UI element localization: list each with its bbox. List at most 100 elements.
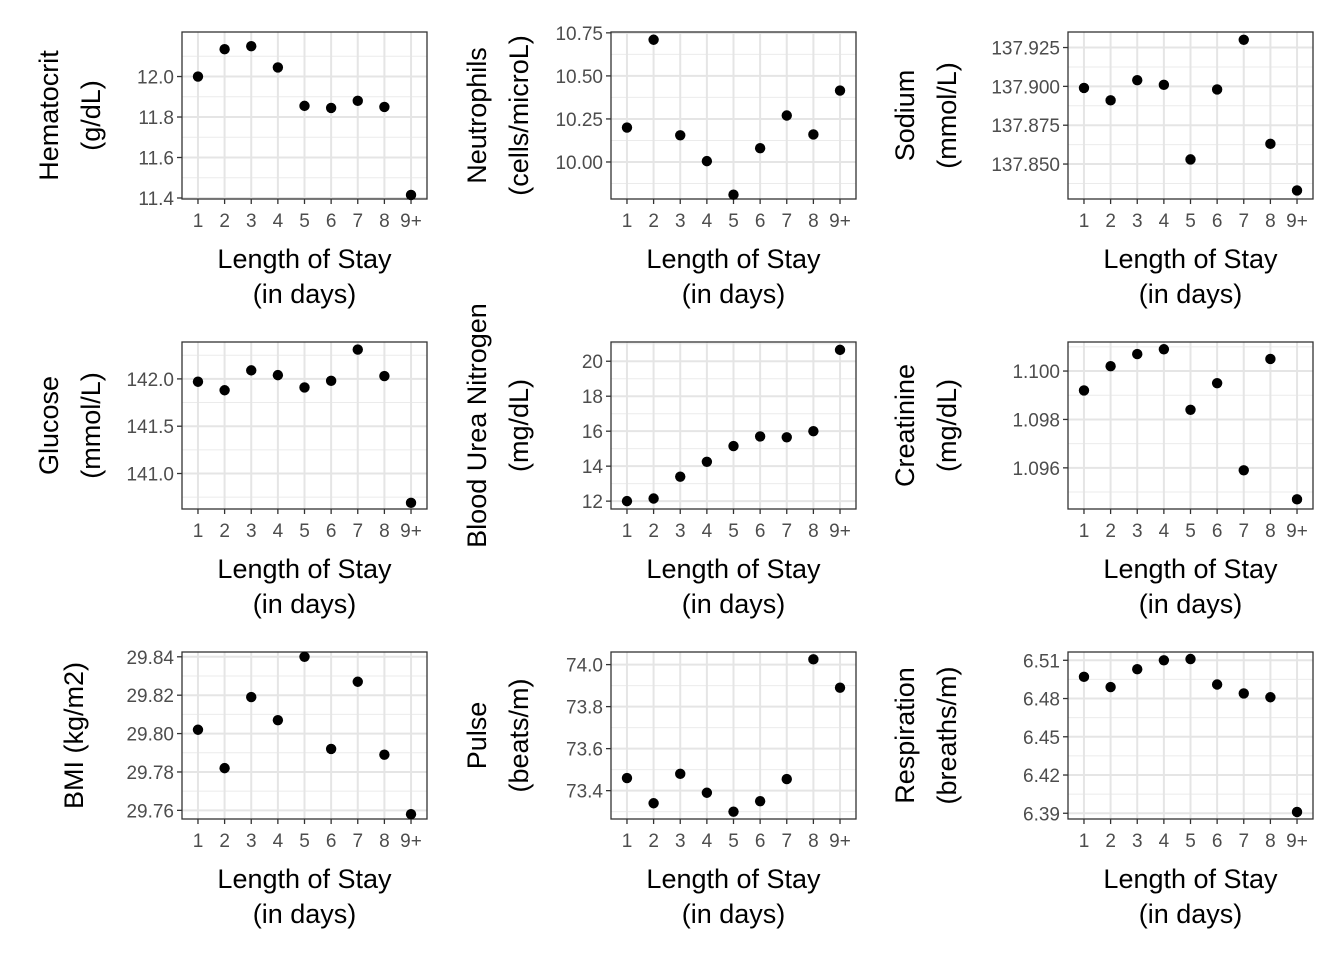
x-axis-title: Length of Stay	[1103, 864, 1278, 894]
data-point	[1291, 494, 1303, 505]
y-tick-label: 10.25	[555, 110, 603, 131]
y-tick-label: 73.8	[566, 698, 603, 719]
data-point	[675, 130, 686, 141]
x-tick-label: 6	[326, 211, 337, 232]
x-tick-label: 3	[246, 211, 257, 232]
y-tick-label: 29.80	[126, 725, 174, 746]
data-point	[1211, 84, 1223, 95]
x-tick-label: 8	[379, 211, 390, 232]
data-point	[299, 382, 310, 393]
y-tick-label: 73.4	[566, 782, 603, 803]
data-point	[1265, 138, 1276, 150]
data-point	[1078, 671, 1090, 683]
y-tick-label: 29.84	[126, 648, 174, 669]
data-point	[621, 495, 633, 507]
data-point	[808, 129, 819, 140]
data-point	[246, 691, 257, 703]
y-axis-title: Blood Urea Nitrogen	[462, 303, 492, 548]
data-point	[1185, 404, 1196, 415]
data-point	[621, 122, 633, 133]
data-point	[701, 155, 713, 167]
x-tick-label: 9+	[829, 831, 851, 852]
data-point	[834, 85, 846, 96]
x-tick-label: 2	[648, 831, 659, 852]
y-tick-label: 20	[582, 352, 603, 373]
x-tick-label: 4	[273, 211, 284, 232]
x-tick-label: 8	[1265, 521, 1276, 542]
x-tick-label: 9+	[829, 521, 851, 542]
data-point	[1105, 95, 1116, 106]
data-point	[648, 798, 659, 809]
chart-panel: 1.096 1.098 1.100 1 2 3 4 5 6 7 8 9+ Length of Stay (…	[890, 341, 1314, 619]
x-tick-label: 8	[379, 521, 390, 542]
x-tick-label: 9+	[400, 211, 422, 232]
x-tick-label: 7	[1238, 831, 1249, 852]
data-point	[272, 62, 284, 73]
x-tick-label: 8	[1265, 831, 1276, 852]
data-point	[219, 762, 230, 774]
chart-panel: 10.00 10.25 10.50 10.75 1 2 3 4 5 6 7 8 9+ Length of …	[462, 24, 857, 309]
y-tick-label: 6.45	[1023, 728, 1060, 749]
x-tick-label: 7	[352, 831, 363, 852]
data-point	[1185, 653, 1196, 665]
data-point	[728, 440, 739, 452]
x-axis-title: (in days)	[1139, 279, 1243, 309]
y-axis-title: (mmol/L)	[932, 62, 962, 169]
x-tick-label: 3	[1132, 521, 1143, 542]
data-point	[1291, 806, 1303, 818]
data-point	[1078, 82, 1090, 94]
data-point	[1211, 377, 1223, 389]
x-tick-label: 1	[193, 211, 204, 232]
y-tick-label: 12.0	[137, 68, 174, 89]
data-point	[219, 44, 230, 55]
x-tick-label: 9+	[1286, 521, 1308, 542]
x-tick-label: 8	[379, 831, 390, 852]
data-point	[675, 768, 686, 780]
data-point	[781, 432, 792, 443]
y-axis-title: (breaths/m)	[932, 666, 962, 804]
y-tick-label: 1.098	[1012, 410, 1060, 431]
data-point	[728, 806, 739, 817]
x-tick-label: 8	[808, 211, 819, 232]
x-tick-label: 2	[1105, 211, 1116, 232]
y-tick-label: 141.5	[126, 417, 174, 438]
x-axis-title: (in days)	[253, 899, 357, 929]
data-point	[219, 385, 230, 396]
y-tick-label: 12	[582, 492, 603, 513]
x-tick-label: 9+	[400, 831, 422, 852]
data-point	[781, 773, 792, 785]
data-point	[1238, 465, 1249, 476]
data-point	[352, 95, 363, 107]
y-axis-title: Neutrophils	[462, 47, 492, 184]
y-axis-title: Pulse	[462, 702, 492, 770]
y-tick-label: 6.48	[1023, 690, 1060, 711]
x-tick-label: 4	[273, 831, 284, 852]
x-tick-label: 2	[219, 521, 230, 542]
y-tick-label: 137.925	[991, 39, 1060, 60]
data-point	[754, 795, 766, 807]
x-axis-title: Length of Stay	[1103, 554, 1278, 584]
x-tick-label: 3	[675, 831, 686, 852]
x-tick-label: 3	[1132, 211, 1143, 232]
x-tick-label: 1	[622, 521, 633, 542]
data-point	[405, 497, 417, 509]
y-axis-title: Glucose	[34, 376, 64, 475]
data-point	[192, 724, 204, 735]
x-tick-label: 4	[273, 521, 284, 542]
x-tick-label: 6	[1212, 831, 1223, 852]
y-tick-label: 137.875	[991, 116, 1060, 137]
x-axis-title: Length of Stay	[217, 864, 392, 894]
y-tick-label: 1.096	[1012, 459, 1060, 480]
x-tick-label: 9+	[400, 521, 422, 542]
data-point	[325, 743, 337, 755]
x-axis-title: Length of Stay	[646, 864, 821, 894]
x-tick-label: 5	[1185, 831, 1196, 852]
x-axis-title: (in days)	[253, 279, 357, 309]
x-tick-label: 1	[622, 211, 633, 232]
y-axis-title: Sodium	[890, 70, 920, 162]
x-tick-label: 3	[246, 831, 257, 852]
x-tick-label: 8	[808, 521, 819, 542]
x-axis-title: Length of Stay	[1103, 244, 1278, 274]
data-point	[379, 749, 390, 760]
x-tick-label: 3	[246, 521, 257, 542]
